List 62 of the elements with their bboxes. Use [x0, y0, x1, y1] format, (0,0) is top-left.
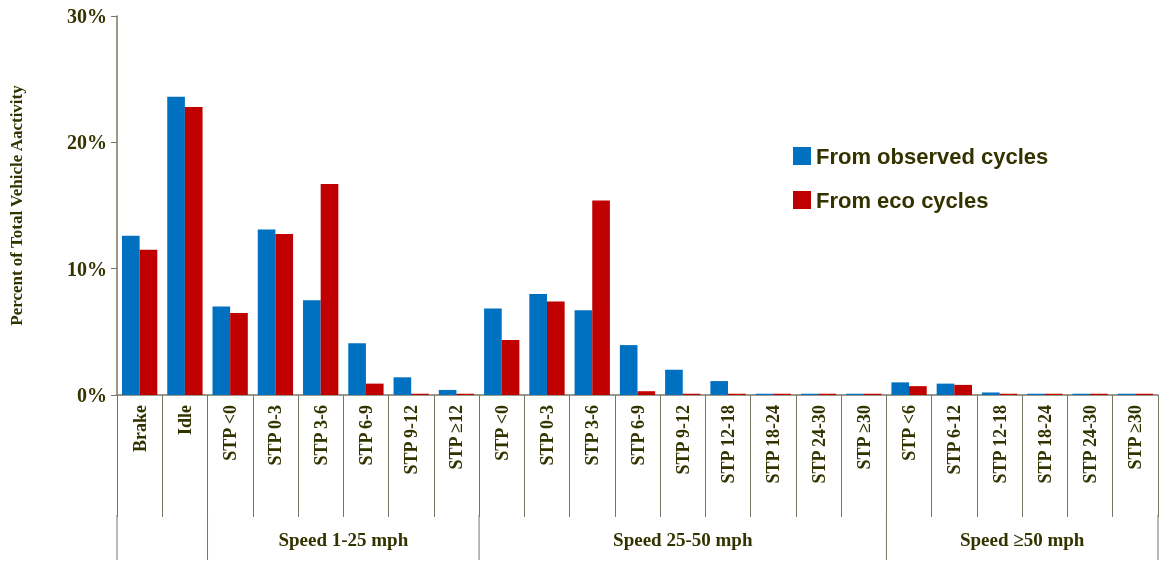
- x-tick-label: STP <0: [220, 405, 241, 461]
- bar: [438, 389, 457, 395]
- bar: [619, 345, 638, 395]
- bar: [348, 343, 366, 395]
- x-tick-label: STP 0-3: [536, 405, 557, 466]
- x-tick-label: STP 12-18: [718, 405, 739, 484]
- bar: [981, 392, 1000, 395]
- text: Speed 25-50 mph: [613, 528, 753, 550]
- x-tick-label: STP 6-12: [944, 405, 965, 475]
- bar: [909, 386, 927, 395]
- bar: [936, 383, 955, 395]
- bar: [184, 106, 203, 395]
- y-tick-label: 20%: [67, 131, 107, 154]
- bar: [139, 249, 158, 395]
- bar: [546, 301, 565, 395]
- bar: [275, 233, 294, 395]
- x-tick-label: STP <6: [899, 405, 920, 461]
- bar: [574, 310, 593, 395]
- bar: [303, 300, 321, 395]
- bar: [320, 184, 339, 395]
- x-tick-label: STP 18-24: [763, 405, 784, 484]
- x-tick-label: STP 9-12: [401, 405, 422, 475]
- x-tick-label: STP 6-9: [627, 405, 648, 466]
- x-tick-label: STP 3-6: [310, 405, 331, 466]
- bar: [954, 384, 972, 395]
- bar: [592, 200, 610, 395]
- legend-label: From eco cycles: [816, 187, 989, 213]
- x-tick-label: STP 0-3: [265, 405, 286, 466]
- bar: [212, 306, 231, 395]
- bar: [365, 383, 384, 395]
- x-tick-label: STP 12-18: [989, 405, 1010, 484]
- x-tick-label: Brake: [129, 404, 150, 452]
- text: Speed 1-25 mph: [278, 528, 409, 550]
- y-tick-label: 0%: [77, 384, 107, 406]
- bar: [501, 340, 520, 395]
- bar: [393, 377, 412, 395]
- bar: [529, 293, 547, 395]
- y-axis-title: Percent of Total Vehicle Aactivity: [7, 84, 26, 326]
- legend-label: From observed cycles: [816, 143, 1049, 169]
- bar: [891, 382, 910, 395]
- x-tick-label: STP 3-6: [582, 405, 603, 466]
- bar: [484, 308, 502, 395]
- x-tick-label: STP 18-24: [1034, 405, 1055, 484]
- text: Speed ≥50 mph: [959, 528, 1085, 550]
- bar: [230, 312, 248, 395]
- bar: [257, 229, 276, 395]
- x-tick-label: STP ≥12: [446, 405, 467, 470]
- x-tick-label: STP 24-30: [808, 405, 829, 484]
- x-tick-label: Idle: [174, 405, 195, 436]
- x-tick-label: STP ≥30: [1125, 405, 1146, 470]
- y-tick-label: 10%: [67, 257, 107, 280]
- bar: [665, 369, 683, 395]
- bar: [167, 96, 185, 395]
- x-tick-label: STP 9-12: [672, 405, 693, 475]
- x-tick-label: STP 6-9: [355, 405, 376, 466]
- bar: [710, 381, 729, 395]
- bar: [121, 235, 140, 395]
- x-tick-label: STP 24-30: [1080, 405, 1101, 484]
- x-tick-label: STP <0: [491, 405, 512, 461]
- bar: [637, 391, 656, 395]
- x-tick-label: STP ≥30: [853, 405, 874, 470]
- y-tick-label: 30%: [67, 5, 107, 27]
